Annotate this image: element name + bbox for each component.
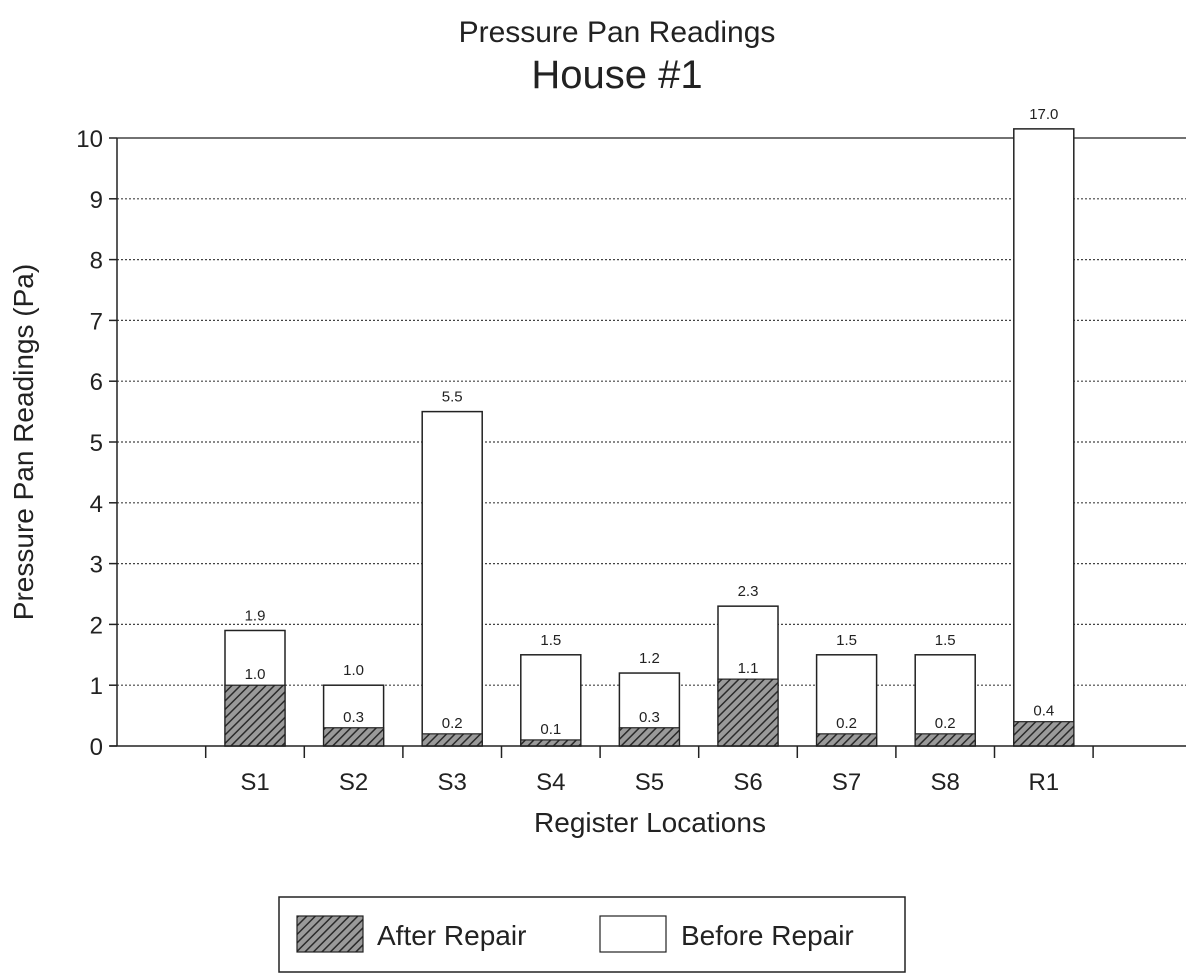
legend: After Repair Before Repair xyxy=(278,896,906,973)
bar-after-repair xyxy=(323,727,385,747)
data-label-before-repair: 1.5 xyxy=(540,632,561,649)
x-tick-label: S6 xyxy=(733,769,762,796)
data-label-after-repair: 0.3 xyxy=(343,709,364,726)
bar-after-repair xyxy=(815,733,878,747)
y-tick-label: 7 xyxy=(90,308,103,335)
y-tick-label: 0 xyxy=(90,734,103,761)
data-label-after-repair: 0.4 xyxy=(1033,703,1054,720)
y-tick-label: 4 xyxy=(90,491,103,518)
y-tick-label: 5 xyxy=(90,430,103,457)
x-tick-label: S8 xyxy=(931,769,960,796)
legend-swatch-after-repair xyxy=(296,915,364,953)
data-label-before-repair: 1.2 xyxy=(639,650,660,667)
x-tick-label: S5 xyxy=(635,769,664,796)
bar-before-repair xyxy=(421,410,483,747)
data-label-before-repair: 1.5 xyxy=(935,632,956,649)
x-axis-ticks: S1 S2 S3 S4 S5 S6 S7 S8 R1 xyxy=(204,746,1094,796)
y-tick-label: 9 xyxy=(90,187,103,214)
y-tick-label: 2 xyxy=(90,612,103,639)
y-tick-label: 6 xyxy=(90,369,103,396)
y-tick-label: 3 xyxy=(90,552,103,579)
bar-after-repair xyxy=(421,733,483,747)
data-label-before-repair: 1.5 xyxy=(836,632,857,649)
bar-before-repair xyxy=(914,654,976,747)
data-label-after-repair: 0.2 xyxy=(836,715,857,732)
y-axis-label: Pressure Pan Readings (Pa) xyxy=(8,264,39,620)
legend-label-before-repair: Before Repair xyxy=(681,920,854,951)
data-label-after-repair: 0.1 xyxy=(540,721,561,738)
bar-after-repair xyxy=(717,678,779,747)
chart-subtitle: House #1 xyxy=(531,53,702,97)
chart-title: Pressure Pan Readings xyxy=(459,16,776,49)
x-tick-label: R1 xyxy=(1028,769,1059,796)
x-tick-label: S1 xyxy=(240,769,269,796)
bar-after-repair xyxy=(618,727,681,747)
legend-label-after-repair: After Repair xyxy=(377,920,526,951)
data-label-after-repair: 1.0 xyxy=(245,666,266,683)
data-label-after-repair: 0.3 xyxy=(639,709,660,726)
x-tick-label: S2 xyxy=(339,769,368,796)
data-label-after-repair: 0.2 xyxy=(935,715,956,732)
bars: 1.9 1.0 1.0 0.3 5.5 0.2 1.5 0.1 1.2 0.3 2.3 1.1 1.5 0… xyxy=(224,106,1075,747)
bar-after-repair xyxy=(224,684,286,747)
y-axis-ticks: 0 1 2 3 4 5 6 7 8 9 10 xyxy=(76,126,117,761)
y-tick-label: 1 xyxy=(90,673,103,700)
data-label-after-repair: 0.2 xyxy=(442,715,463,732)
data-label-after-repair: 1.1 xyxy=(738,660,759,677)
x-axis-label: Register Locations xyxy=(534,807,766,838)
data-label-before-repair: 2.3 xyxy=(738,583,759,600)
bar-after-repair xyxy=(520,739,582,747)
x-tick-label: S3 xyxy=(438,769,467,796)
legend-box xyxy=(278,896,906,973)
data-label-before-repair: 1.0 xyxy=(343,662,364,679)
bar-after-repair xyxy=(1013,721,1075,747)
y-tick-label: 8 xyxy=(90,248,103,275)
data-label-before-repair: 17.0 xyxy=(1029,106,1058,123)
legend-swatch-before-repair xyxy=(599,915,667,953)
data-label-before-repair: 1.9 xyxy=(245,607,266,624)
bar-after-repair xyxy=(914,733,976,747)
data-label-before-repair: 5.5 xyxy=(442,389,463,406)
bar-before-repair xyxy=(1013,128,1075,747)
y-tick-label: 10 xyxy=(76,126,103,153)
x-tick-label: S4 xyxy=(536,769,565,796)
x-tick-label: S7 xyxy=(832,769,861,796)
bar-before-repair xyxy=(815,654,878,747)
gridlines xyxy=(117,137,1186,686)
